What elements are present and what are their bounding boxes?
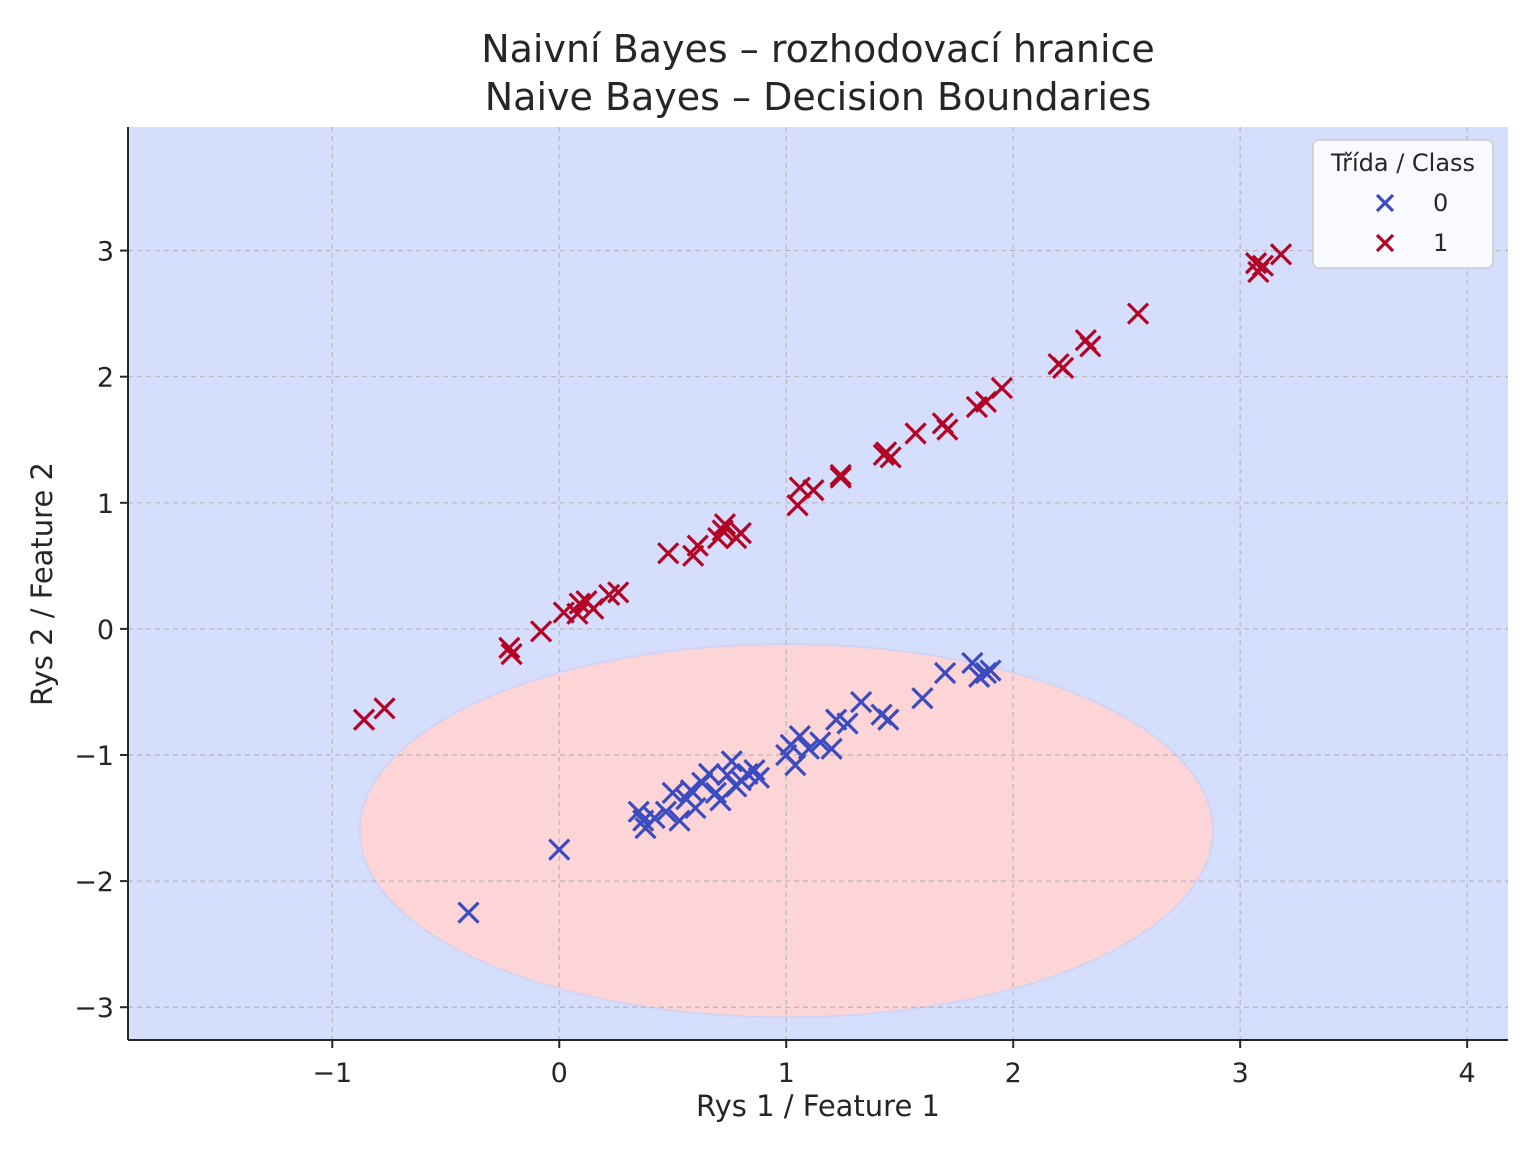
data-point-class-0 bbox=[548, 838, 571, 861]
data-point-class-0 bbox=[911, 687, 934, 710]
data-point-class-0 bbox=[849, 690, 873, 714]
data-point-class-0 bbox=[654, 800, 678, 823]
y-tick-label: 0 bbox=[97, 615, 114, 646]
data-point-class-1 bbox=[352, 708, 376, 731]
data-point-class-0 bbox=[820, 737, 843, 760]
data-point-class-0 bbox=[933, 661, 957, 685]
data-point-class-1 bbox=[711, 519, 734, 542]
data-point-class-1 bbox=[829, 463, 852, 487]
data-point-class-0 bbox=[784, 753, 807, 777]
x-tick-label: 1 bbox=[778, 1058, 795, 1089]
grid bbox=[128, 127, 1508, 1040]
y-tick-label: −3 bbox=[74, 993, 114, 1024]
data-point-class-1 bbox=[500, 642, 523, 666]
data-point-class-1 bbox=[729, 521, 752, 545]
data-point-class-1 bbox=[829, 466, 852, 489]
x-axis-label: Rys 1 / Feature 1 bbox=[696, 1089, 940, 1123]
y-axis-label: Rys 2 / Feature 2 bbox=[25, 462, 59, 706]
data-point-class-0 bbox=[979, 659, 1002, 682]
data-point-class-1 bbox=[686, 534, 709, 557]
data-point-class-1 bbox=[373, 697, 396, 720]
data-point-class-1 bbox=[1126, 302, 1150, 325]
data-point-class-0 bbox=[457, 901, 480, 924]
data-point-class-1 bbox=[568, 592, 591, 615]
data-point-class-0 bbox=[747, 766, 771, 789]
data-point-class-1 bbox=[713, 513, 737, 536]
y-tick-label: 1 bbox=[97, 489, 114, 520]
x-tick-label: 4 bbox=[1459, 1058, 1476, 1089]
legend-label-class-1: 1 bbox=[1433, 229, 1448, 257]
data-point-class-0 bbox=[797, 737, 821, 760]
y-tick-label: 2 bbox=[97, 363, 114, 394]
x-tick-label: 2 bbox=[1005, 1058, 1022, 1089]
legend: Třída / Class 0 1 bbox=[1312, 139, 1494, 269]
data-point-class-0 bbox=[697, 762, 721, 786]
legend-marker-class-1 bbox=[1375, 233, 1395, 253]
x-tick-label: 3 bbox=[1232, 1058, 1249, 1089]
y-tick-label: −1 bbox=[74, 741, 114, 772]
plot-area bbox=[128, 127, 1508, 1040]
data-point-class-1 bbox=[936, 418, 959, 441]
data-point-class-0 bbox=[809, 731, 832, 754]
y-tick-label: 3 bbox=[97, 237, 114, 268]
legend-title: Třída / Class bbox=[1330, 149, 1475, 177]
legend-label-class-0: 0 bbox=[1433, 189, 1448, 217]
data-point-class-1 bbox=[498, 636, 521, 659]
data-point-class-1 bbox=[657, 542, 680, 565]
x-tick-label: 0 bbox=[551, 1058, 568, 1089]
data-point-class-0 bbox=[668, 809, 691, 832]
data-point-class-1 bbox=[607, 581, 630, 604]
data-point-class-0 bbox=[716, 764, 739, 787]
legend-box bbox=[1312, 139, 1494, 269]
data-point-class-0 bbox=[836, 712, 859, 735]
data-point-class-1 bbox=[1269, 243, 1293, 266]
legend-marker-x bbox=[1375, 193, 1395, 213]
x-tick-label: −1 bbox=[312, 1058, 352, 1089]
chart-title: Naivní Bayes – rozhodovací hranice bbox=[481, 27, 1155, 71]
data-point-class-1 bbox=[1052, 356, 1075, 379]
data-point-class-1 bbox=[529, 620, 553, 643]
data-point-class-0 bbox=[679, 779, 703, 802]
data-point-class-0 bbox=[684, 796, 707, 820]
data-point-class-0 bbox=[961, 651, 984, 675]
data-point-class-0 bbox=[788, 724, 811, 748]
chart-subtitle: Naive Bayes – Decision Boundaries bbox=[485, 75, 1152, 119]
data-point-class-0 bbox=[643, 806, 666, 830]
data-point-class-1 bbox=[1251, 254, 1274, 277]
data-point-class-1 bbox=[990, 376, 1013, 400]
y-tick-label: −2 bbox=[74, 867, 114, 898]
data-point-class-1 bbox=[879, 446, 902, 469]
axis-ticks: −1 0 1 2 3 4 −3 −2 −1 0 1 2 3 bbox=[74, 237, 1476, 1089]
data-point-class-0 bbox=[968, 665, 991, 688]
data-point-class-1 bbox=[802, 479, 825, 502]
data-point-class-0 bbox=[661, 781, 684, 804]
data-point-class-1 bbox=[904, 422, 927, 445]
data-point-class-1 bbox=[1079, 335, 1102, 358]
legend-marker-class-0 bbox=[1375, 193, 1395, 213]
scatter-points bbox=[352, 243, 1293, 924]
data-point-class-0 bbox=[720, 750, 743, 773]
data-point-class-0 bbox=[877, 708, 900, 731]
legend-marker-x bbox=[1375, 233, 1395, 253]
